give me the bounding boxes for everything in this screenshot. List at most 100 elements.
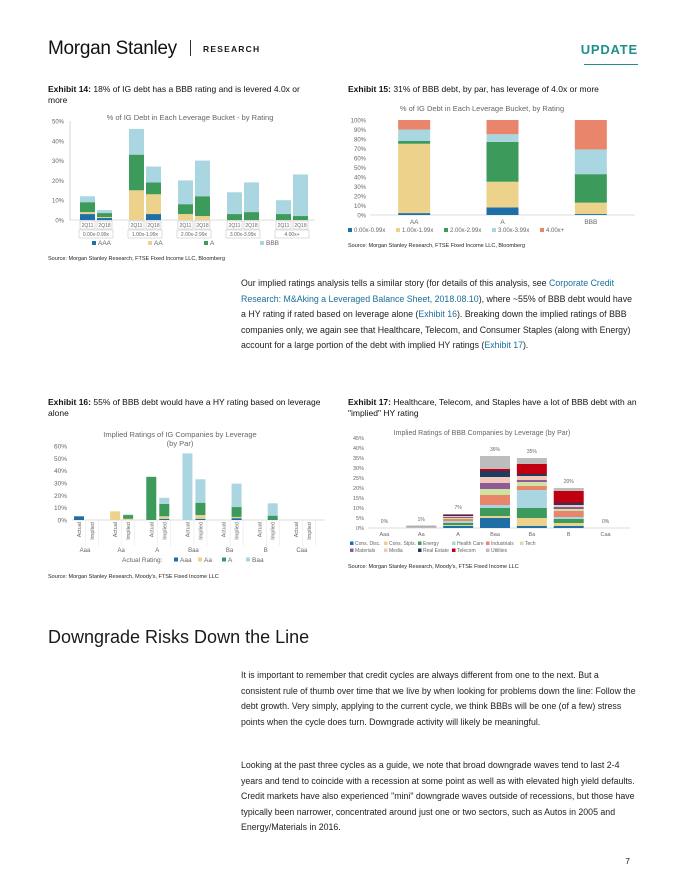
- para1-text-b: ), where ~55% of BBB debt would have a H…: [241, 293, 632, 320]
- period-cell: [79, 220, 96, 230]
- bar-segment: [398, 143, 431, 214]
- bar-segment: [231, 483, 242, 508]
- exhibit17-title: Exhibit 17: Healthcare, Telecom, and Sta…: [348, 397, 638, 419]
- bar-segment: [516, 458, 547, 464]
- bar-segment: [486, 207, 519, 215]
- total-data-label: 35%: [527, 449, 538, 455]
- bar-segment: [293, 216, 308, 220]
- category-label: Ba: [528, 532, 536, 538]
- logo-separator: [190, 40, 191, 56]
- bar-segment: [178, 214, 193, 220]
- y-tick-label: 10%: [353, 506, 364, 512]
- exhibit17-title-text: Healthcare, Telecom, and Staples have a …: [348, 397, 637, 418]
- exhibit14-title-text: 18% of IG debt has a BBB rating and is l…: [48, 84, 300, 105]
- y-tick-label: 45%: [353, 436, 364, 442]
- period-label: 2Q11: [82, 223, 94, 229]
- bar-segment: [146, 476, 157, 520]
- bar-segment: [74, 516, 84, 520]
- legend-swatch: [260, 241, 264, 245]
- bar-segment: [480, 477, 510, 483]
- para1-text-c: ). Breaking down the implied ratings of …: [241, 309, 631, 350]
- category-label: Baa: [490, 532, 501, 538]
- bar-segment: [480, 516, 510, 518]
- bar-type-label: Actual: [149, 522, 155, 537]
- bar-segment: [80, 202, 95, 213]
- bar-segment: [443, 518, 474, 519]
- bar-segment: [480, 505, 510, 508]
- bar-segment: [574, 149, 607, 175]
- legend-swatch: [384, 548, 388, 552]
- legend-label: Media: [389, 548, 403, 554]
- legend-label: Baa: [252, 557, 264, 564]
- bar-segment: [129, 190, 144, 220]
- bar-segment: [516, 526, 547, 528]
- group-label: 2.00x-2.99x: [181, 232, 208, 238]
- chart-title: % of IG Debt in Each Leverage Bucket - b…: [107, 113, 274, 122]
- bar-segment: [195, 216, 210, 220]
- bar-type-label: Implied: [198, 522, 204, 540]
- exhibit16-label: Exhibit 16:: [48, 397, 91, 407]
- bar-segment: [231, 507, 242, 517]
- category-label: Aaa: [380, 532, 391, 538]
- bar-segment: [516, 518, 547, 526]
- bar-segment: [398, 120, 431, 130]
- bar-segment: [443, 515, 474, 516]
- bar-segment: [443, 526, 474, 528]
- period-cell: [96, 220, 113, 230]
- chart15-svg: % of IG Debt in Each Leverage Bucket, by…: [348, 104, 635, 234]
- y-tick-label: 0%: [58, 518, 68, 525]
- exhibit17-link[interactable]: Exhibit 17: [484, 340, 523, 350]
- total-data-label: 20%: [564, 479, 575, 485]
- downgrade-paragraph-1: It is important to remember that credit …: [241, 670, 636, 727]
- category-label: B: [567, 532, 571, 538]
- period-cell: [226, 220, 243, 230]
- legend-swatch: [396, 228, 400, 232]
- group-label: Ba: [226, 548, 234, 554]
- legend-title: Actual Rating:: [122, 557, 163, 564]
- bar-segment: [480, 495, 510, 505]
- report-link[interactable]: Corporate Credit Research: M&Aking a Lev…: [241, 278, 615, 304]
- chart-title: % of IG Debt in Each Leverage Bucket, by…: [400, 104, 564, 113]
- bar-segment: [123, 518, 134, 520]
- update-badge: UPDATE: [580, 42, 638, 57]
- period-label: 2Q18: [294, 223, 306, 229]
- period-cell: [275, 220, 292, 230]
- legend-swatch: [350, 548, 354, 552]
- legend-label: AAA: [98, 240, 112, 247]
- legend-label: 1.00x-1.99x: [402, 228, 433, 234]
- bar-segment: [80, 214, 95, 220]
- category-label: AA: [410, 219, 419, 226]
- y-tick-label: 90%: [354, 128, 367, 134]
- legend-swatch: [174, 557, 178, 562]
- legend-label: Energy: [423, 541, 439, 547]
- total-data-label: 0%: [381, 519, 389, 525]
- group-cell: [274, 229, 310, 239]
- bar-type-label: Actual: [294, 522, 300, 537]
- legend-swatch: [486, 541, 490, 545]
- bar-segment: [146, 194, 161, 215]
- exhibit16-link[interactable]: Exhibit 16: [418, 309, 457, 319]
- legend-label: Cons. Stpls.: [389, 541, 416, 547]
- total-data-label: 1%: [418, 517, 426, 523]
- legend-label: Real Estate: [423, 548, 449, 554]
- report-header: Morgan Stanley RESEARCH UPDATE: [48, 38, 638, 62]
- bar-segment: [195, 479, 206, 503]
- period-cell: [243, 220, 260, 230]
- group-label: Aa: [117, 548, 125, 554]
- bar-type-label: Implied: [271, 522, 277, 540]
- chart-title: Implied Ratings of IG Companies by Lever…: [103, 430, 256, 439]
- bar-segment: [553, 507, 584, 509]
- research-label: RESEARCH: [203, 44, 261, 54]
- bar-segment: [443, 523, 474, 525]
- para1-text-d: ).: [523, 340, 529, 350]
- legend-label: Aa: [204, 557, 212, 564]
- y-tick-label: 0%: [356, 526, 364, 532]
- bar-segment: [480, 471, 510, 477]
- bar-segment: [231, 516, 242, 519]
- bar-segment: [293, 174, 308, 217]
- bar-segment: [443, 516, 474, 517]
- y-tick-label: 20%: [54, 493, 67, 500]
- y-tick-label: 40%: [353, 446, 364, 452]
- exhibit17-source: Source: Morgan Stanley Research, Moody's…: [348, 564, 519, 570]
- bar-segment: [97, 217, 112, 219]
